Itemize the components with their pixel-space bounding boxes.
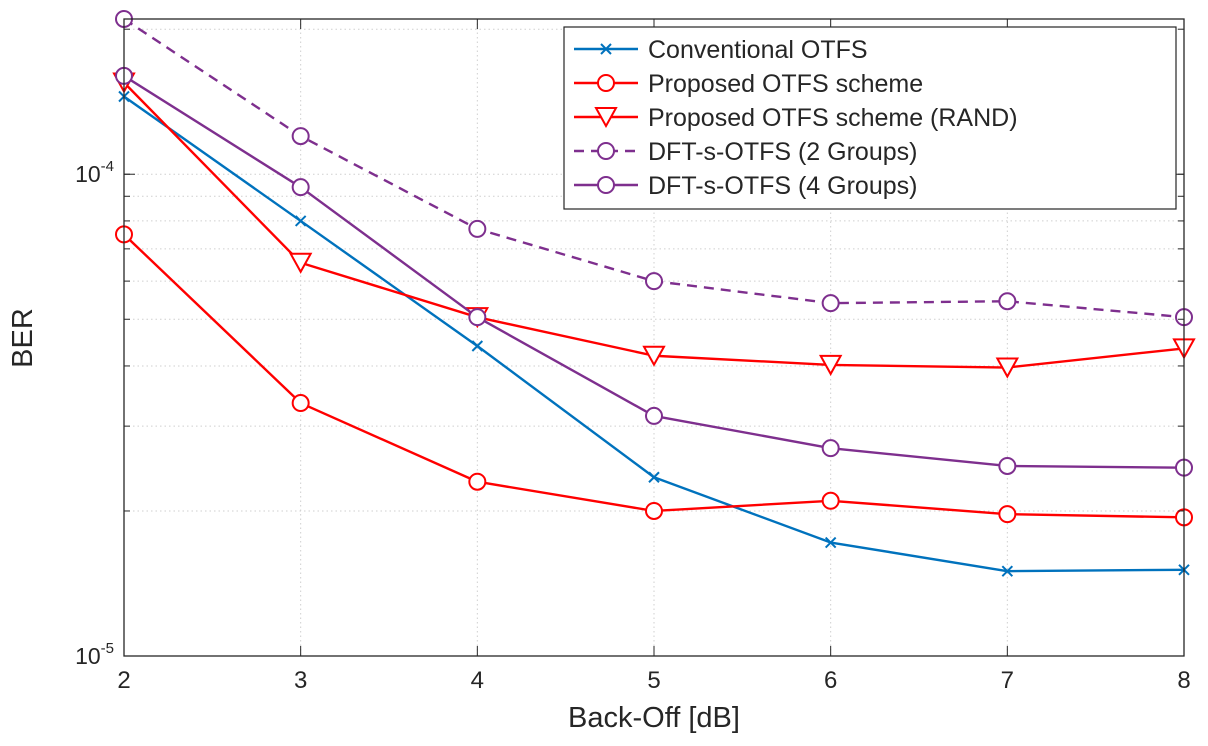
x-tick-label: 4 xyxy=(471,667,484,694)
circle-marker xyxy=(291,127,310,146)
x-tick-label: 5 xyxy=(647,667,660,694)
circle-marker xyxy=(998,505,1017,524)
legend-entry-label: DFT-s-OTFS (2 Groups) xyxy=(648,138,917,166)
circle-marker xyxy=(821,491,840,510)
circle-marker xyxy=(468,308,487,327)
legend-entry-label: Proposed OTFS scheme xyxy=(648,70,923,98)
x-tick-label: 6 xyxy=(824,667,837,694)
circle-marker xyxy=(468,472,487,491)
y-tick-label: 10-4 xyxy=(75,158,114,187)
x-marker xyxy=(294,215,307,227)
triangle-marker xyxy=(594,107,618,129)
circle-marker xyxy=(597,74,615,92)
x-marker xyxy=(1001,565,1014,577)
x-tick-label: 8 xyxy=(1177,667,1190,694)
legend-entry-label: Conventional OTFS xyxy=(648,36,868,64)
legend-entry-label: DFT-s-OTFS (4 Groups) xyxy=(648,172,917,200)
triangle-marker xyxy=(642,345,666,367)
circle-marker xyxy=(645,272,663,291)
circle-marker xyxy=(645,406,663,425)
series-conventional-otfs xyxy=(118,90,1190,577)
circle-marker xyxy=(821,294,840,313)
triangle-marker xyxy=(995,357,1020,379)
x-marker xyxy=(600,43,612,55)
x-tick-label: 2 xyxy=(117,667,130,694)
circle-marker xyxy=(998,292,1017,311)
triangle-marker xyxy=(288,252,313,274)
triangle-marker xyxy=(818,354,843,376)
x-marker xyxy=(471,340,484,352)
y-tick-label: 10-5 xyxy=(75,640,114,669)
circle-marker xyxy=(645,501,663,520)
x-tick-label: 3 xyxy=(294,667,307,694)
circle-marker xyxy=(291,178,310,197)
circle-marker xyxy=(291,394,310,413)
circle-marker xyxy=(597,142,615,160)
legend-box xyxy=(563,26,1177,210)
x-marker xyxy=(648,471,660,483)
x-tick-label: 7 xyxy=(1001,667,1014,694)
ticks: 2 3 4 5 6 7 8 10-5 10-4 xyxy=(75,19,1191,694)
circle-marker xyxy=(597,176,615,194)
circle-marker xyxy=(998,456,1017,475)
legend: Conventional OTFS Proposed OTFS scheme Pro… xyxy=(563,26,1177,210)
x-axis-label: Back-Off [dB] xyxy=(568,702,740,734)
circle-marker xyxy=(468,219,487,238)
legend-entry-label: Proposed OTFS scheme (RAND) xyxy=(648,104,1018,132)
y-axis-label: BER xyxy=(7,308,39,368)
circle-marker xyxy=(821,439,840,458)
x-marker xyxy=(824,536,837,549)
